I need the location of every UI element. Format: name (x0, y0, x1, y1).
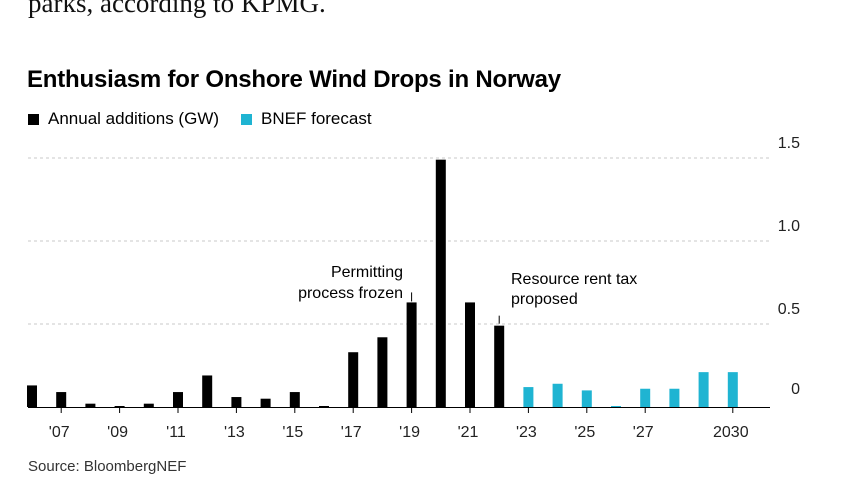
bar-annual-2022 (494, 325, 505, 407)
y-tick-label-3: 1.5 (778, 135, 800, 152)
bar-annual-2018 (377, 337, 388, 407)
y-tick-label-2: 1.0 (778, 218, 800, 235)
annotation-label-permitting-0: Permitting (331, 264, 403, 281)
bar-forecast-2023 (523, 387, 534, 407)
bar-annual-2019 (406, 302, 417, 407)
bar-forecast-2024 (552, 383, 563, 407)
legend-label-annual-additions: Annual additions (GW) (48, 109, 220, 128)
x-tick-label-2007: '07 (49, 424, 70, 441)
x-tick-label-2013: '13 (224, 424, 245, 441)
bar-annual-2013 (231, 397, 242, 407)
source-note: Source: BloombergNEF (28, 458, 187, 475)
bar-forecast-2027 (640, 388, 651, 407)
bar-annual-2010 (143, 403, 154, 407)
x-tick-label-2017: '17 (341, 424, 362, 441)
chart-title: Enthusiasm for Onshore Wind Drops in Nor… (27, 66, 561, 93)
bar-annual-2017 (348, 352, 359, 407)
y-tick-label-0: 0 (791, 381, 800, 398)
x-tick-label-2009: '09 (107, 424, 128, 441)
bar-forecast-2030 (727, 372, 738, 407)
annotation-label-rent-tax-1: proposed (511, 291, 578, 308)
chart-legend: Annual additions (GW) BNEF forecast (28, 109, 394, 129)
x-tick-label-2021: '21 (458, 424, 479, 441)
bar-forecast-2026 (611, 406, 621, 407)
bar-annual-2008 (85, 403, 96, 407)
article-text: parks, according to KPMG. (28, 0, 326, 18)
legend-label-bnef-forecast: BNEF forecast (261, 109, 372, 128)
legend-item-annual-additions: Annual additions (GW) (28, 109, 219, 129)
legend-item-bnef-forecast: BNEF forecast (241, 109, 372, 129)
bar-annual-2007 (56, 392, 67, 407)
bar-forecast-2029 (698, 372, 709, 407)
bar-annual-2006 (27, 385, 37, 407)
x-tick-label-2011: '11 (166, 424, 186, 441)
bar-annual-2012 (202, 375, 213, 407)
x-tick-label-2030: 2030 (713, 424, 749, 441)
x-tick-label-2019: '19 (399, 424, 420, 441)
legend-swatch-bnef-forecast (241, 113, 253, 125)
bar-annual-2021 (465, 302, 475, 407)
legend-swatch-annual-additions (28, 113, 39, 125)
bar-annual-2020 (435, 159, 446, 407)
bar-annual-2016 (319, 406, 329, 407)
x-tick-label-2023: '23 (516, 424, 537, 441)
bar-annual-2014 (260, 398, 271, 407)
bar-annual-2011 (173, 392, 183, 407)
annotation-label-permitting-1: process frozen (298, 285, 403, 302)
bar-annual-2009 (114, 406, 125, 407)
annotation-label-rent-tax-0: Resource rent tax (511, 271, 637, 288)
bar-forecast-2028 (669, 388, 680, 407)
x-tick-label-2025: '25 (574, 424, 595, 441)
y-tick-label-1: 0.5 (778, 301, 800, 318)
x-tick-label-2015: '15 (282, 424, 303, 441)
bar-forecast-2025 (581, 390, 592, 407)
x-tick-label-2027: '27 (633, 424, 654, 441)
bar-annual-2015 (289, 392, 300, 407)
